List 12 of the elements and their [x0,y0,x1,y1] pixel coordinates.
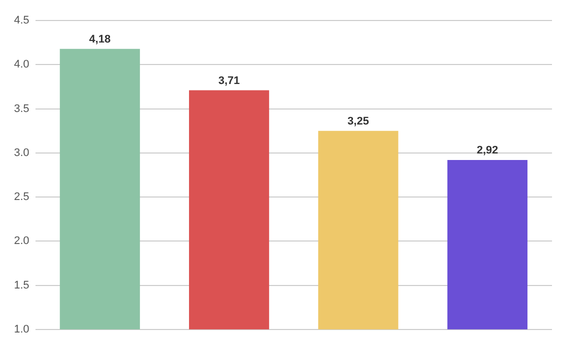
y-tick-label: 3.5 [14,102,30,115]
y-tick-label: 2.5 [14,191,30,204]
y-tick-label: 1.0 [14,323,30,336]
data-label: 4,18 [89,33,111,46]
data-label: 3,25 [348,115,369,128]
y-tick-label: 2.0 [14,235,30,248]
y-tick-label: 4.5 [14,14,30,27]
y-tick-label: 4.0 [14,58,30,71]
y-tick-label: 1.5 [14,279,30,292]
data-label: 2,92 [476,144,498,157]
y-tick-label: 3.0 [14,146,30,159]
data-label: 3,71 [218,74,240,87]
